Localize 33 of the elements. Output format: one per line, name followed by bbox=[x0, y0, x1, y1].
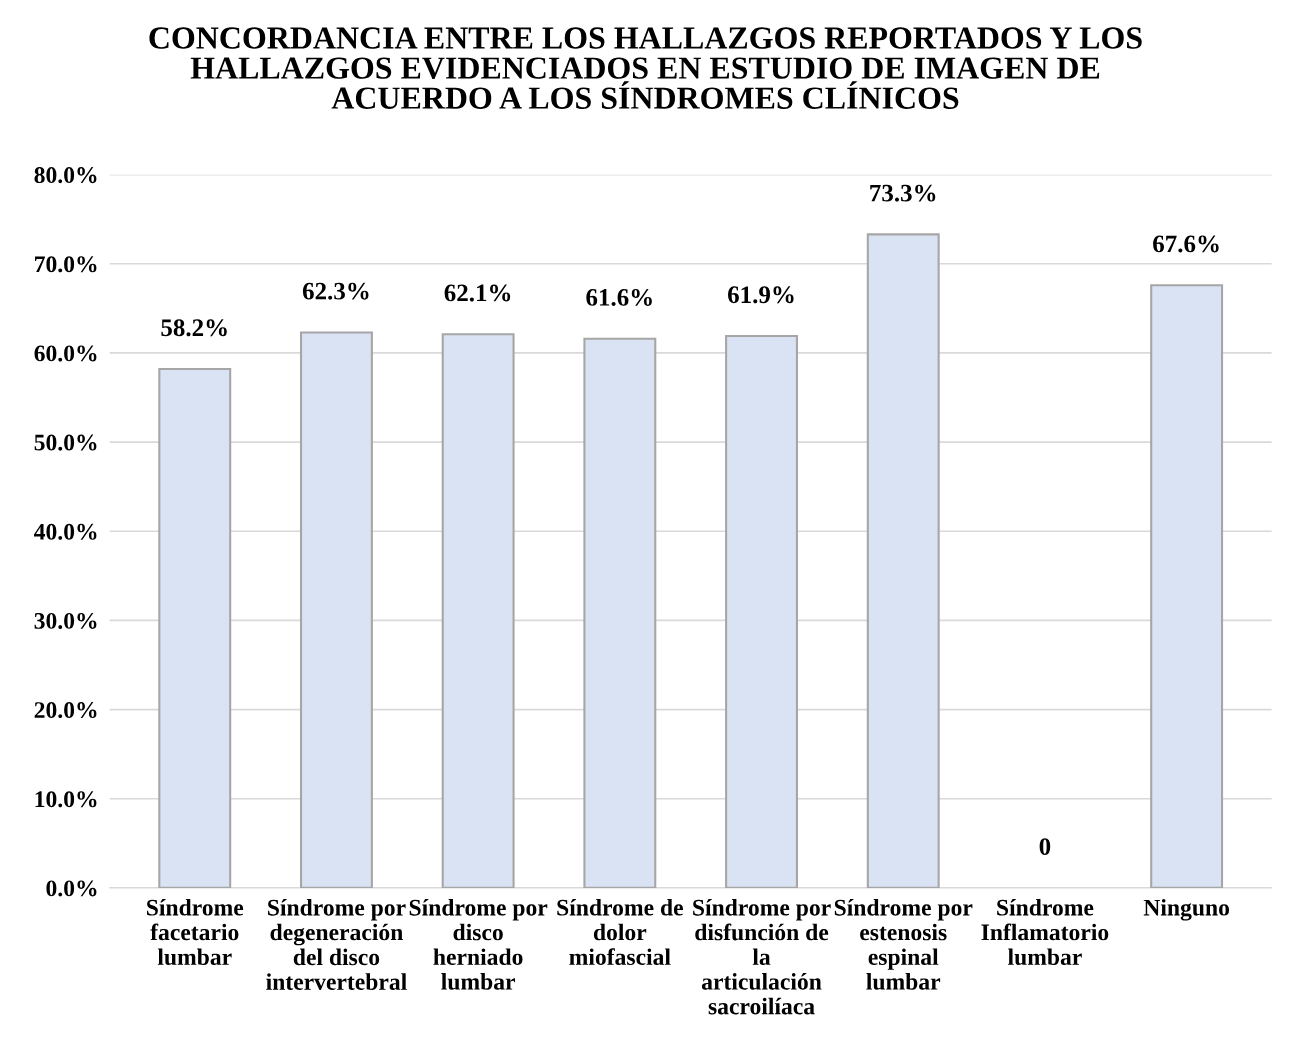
y-tick-label: 10.0% bbox=[35, 791, 97, 808]
y-tick-label: 60.0% bbox=[34, 345, 97, 362]
bar bbox=[583, 337, 657, 888]
bar bbox=[866, 233, 940, 888]
data-label: 58.2% bbox=[161, 319, 227, 337]
data-label: 67.6% bbox=[1153, 235, 1219, 253]
y-tick-label: 0.0% bbox=[46, 880, 97, 897]
data-label: 61.9% bbox=[728, 286, 794, 304]
y-tick-label: 40.0% bbox=[34, 523, 97, 540]
bar bbox=[299, 331, 373, 888]
x-tick-label: Síndrome por disco herniado lumbar bbox=[409, 899, 548, 990]
bar bbox=[441, 333, 515, 888]
y-tick-label: 50.0% bbox=[34, 434, 97, 451]
x-tick-label: Síndrome facetario lumbar bbox=[147, 898, 244, 966]
x-tick-label: Síndrome de dolor miofascial bbox=[557, 898, 683, 965]
bar bbox=[1150, 284, 1224, 888]
y-tick-label: 30.0% bbox=[34, 612, 97, 629]
data-label: 62.1% bbox=[444, 284, 511, 302]
y-tick-label: 80.0% bbox=[34, 167, 97, 184]
y-tick-label: 70.0% bbox=[35, 256, 97, 273]
bar bbox=[158, 367, 232, 888]
chart-title: CONCORDANCIA ENTRE LOS HALLAZGOS REPORTADOS Y LOS HALLAZGOS EVIDENCIADOS EN ESTUDIO DE IMAGEN DE ACUERDO A LOS SÍNDROMES CLÍNICOS bbox=[149, 27, 1142, 109]
x-tick-label: Síndrome Inflamatorio lumbar bbox=[981, 898, 1109, 966]
y-tick-label: 20.0% bbox=[34, 702, 97, 719]
x-tick-label: Síndrome por estenosis espinal lumbar bbox=[834, 899, 973, 990]
data-label: 61.6% bbox=[586, 288, 652, 306]
data-label: 62.3% bbox=[302, 282, 369, 300]
bar bbox=[725, 334, 798, 888]
x-tick-label: Ninguno bbox=[1143, 899, 1230, 921]
x-tick-label: Síndrome por disfunción de la articulación sacroilíaca bbox=[693, 899, 831, 1015]
data-label: 0 bbox=[1039, 838, 1051, 856]
data-label: 73.3% bbox=[870, 184, 936, 202]
x-tick-label: Síndrome por degeneración del disco intervertebral bbox=[266, 899, 407, 990]
